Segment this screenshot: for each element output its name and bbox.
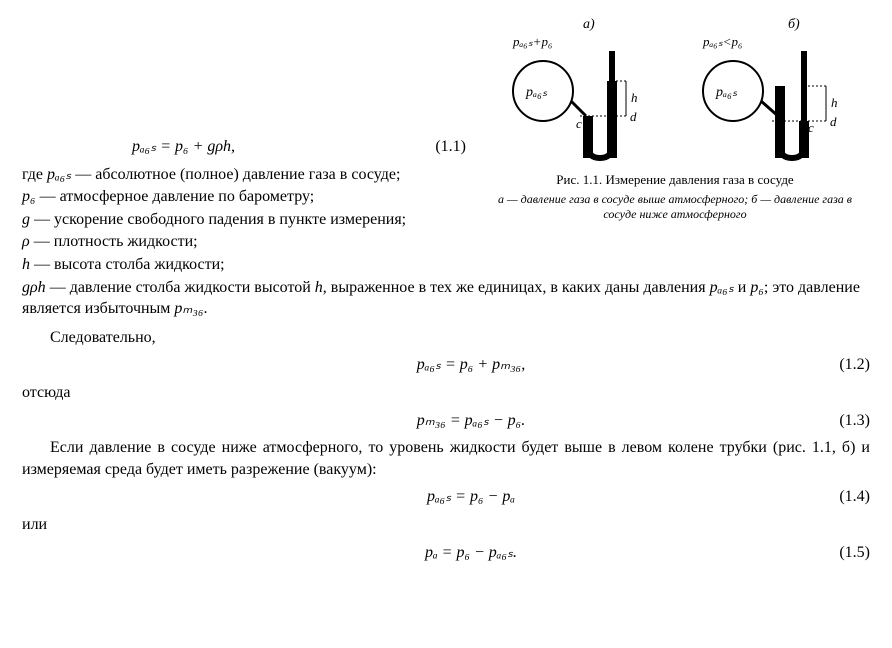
eq2-formula: pₐ₆ₛ = p₆ + pₘ₃₆, — [132, 354, 810, 376]
eq4-formula: pₐ₆ₛ = p₆ − pₐ — [132, 486, 810, 508]
bulb-b-text: pₐ₆ₛ — [715, 85, 738, 100]
equation-1: pₐ₆ₛ = p₆ + gρh, (1.1) — [22, 136, 466, 158]
equation-2: pₐ₆ₛ = p₆ + pₘ₃₆, (1.2) — [22, 354, 870, 376]
h-b: h — [831, 95, 838, 110]
figure-caption: Рис. 1.1. Измерение давления газа в сосу… — [480, 172, 870, 222]
diagram-b-toptext: pₐ₆ₛ<p₆ — [702, 34, 742, 49]
h-a: h — [631, 90, 638, 105]
eq1-num: (1.1) — [406, 136, 466, 158]
eq5-num: (1.5) — [810, 542, 870, 564]
figure-block: a) pₐ₆ₛ+p₆ pₐ₆ₛ c d h — [480, 16, 870, 222]
def-line5: h — высота столба жидкости; — [22, 254, 870, 276]
figure-caption-main: Рис. 1.1. Измерение давления газа в сосу… — [480, 172, 870, 188]
manometer-a-svg: a) pₐ₆ₛ+p₆ pₐ₆ₛ c d h — [488, 16, 663, 166]
def-line4: ρ — плотность жидкости; — [22, 231, 870, 253]
diagram-b: б) pₐ₆ₛ<p₆ pₐ₆ₛ c d h — [678, 16, 863, 166]
para-sled: Следовательно, — [22, 327, 870, 349]
d-b: d — [830, 114, 837, 129]
bulb-a-text: pₐ₆ₛ — [525, 85, 548, 100]
d-a: d — [630, 109, 637, 124]
eq5-formula: pₐ = p₆ − pₐ₆ₛ. — [132, 542, 810, 564]
equation-4: pₐ₆ₛ = p₆ − pₐ (1.4) — [22, 486, 870, 508]
manometer-b-svg: б) pₐ₆ₛ<p₆ pₐ₆ₛ c d h — [678, 16, 863, 166]
eq2-num: (1.2) — [810, 354, 870, 376]
diagram-a-label: a) — [583, 17, 595, 32]
equation-3: pₘ₃₆ = pₐ₆ₛ − p₆. (1.3) — [22, 410, 870, 432]
diagram-a: a) pₐ₆ₛ+p₆ pₐ₆ₛ c d h — [488, 16, 663, 166]
diagram-b-label: б) — [788, 17, 800, 32]
eq4-num: (1.4) — [810, 486, 870, 508]
para-ili: или — [22, 514, 870, 536]
figure-caption-sub: а — давление газа в сосуде выше атмосфер… — [480, 192, 870, 222]
c-a: c — [576, 116, 582, 131]
c-b: c — [808, 120, 814, 135]
para-otsuda: отсюда — [22, 382, 870, 404]
para-esli: Если давление в сосуде ниже атмосферного… — [22, 437, 870, 480]
def-line6: gρh — давление столба жидкости высотой h… — [22, 277, 870, 320]
eq3-formula: pₘ₃₆ = pₐ₆ₛ − p₆. — [132, 410, 810, 432]
eq1-formula: pₐ₆ₛ = p₆ + gρh, — [22, 136, 406, 158]
equation-5: pₐ = p₆ − pₐ₆ₛ. (1.5) — [22, 542, 870, 564]
diagram-a-toptext: pₐ₆ₛ+p₆ — [512, 34, 552, 49]
eq3-num: (1.3) — [810, 410, 870, 432]
diagrams-row: a) pₐ₆ₛ+p₆ pₐ₆ₛ c d h — [480, 16, 870, 166]
